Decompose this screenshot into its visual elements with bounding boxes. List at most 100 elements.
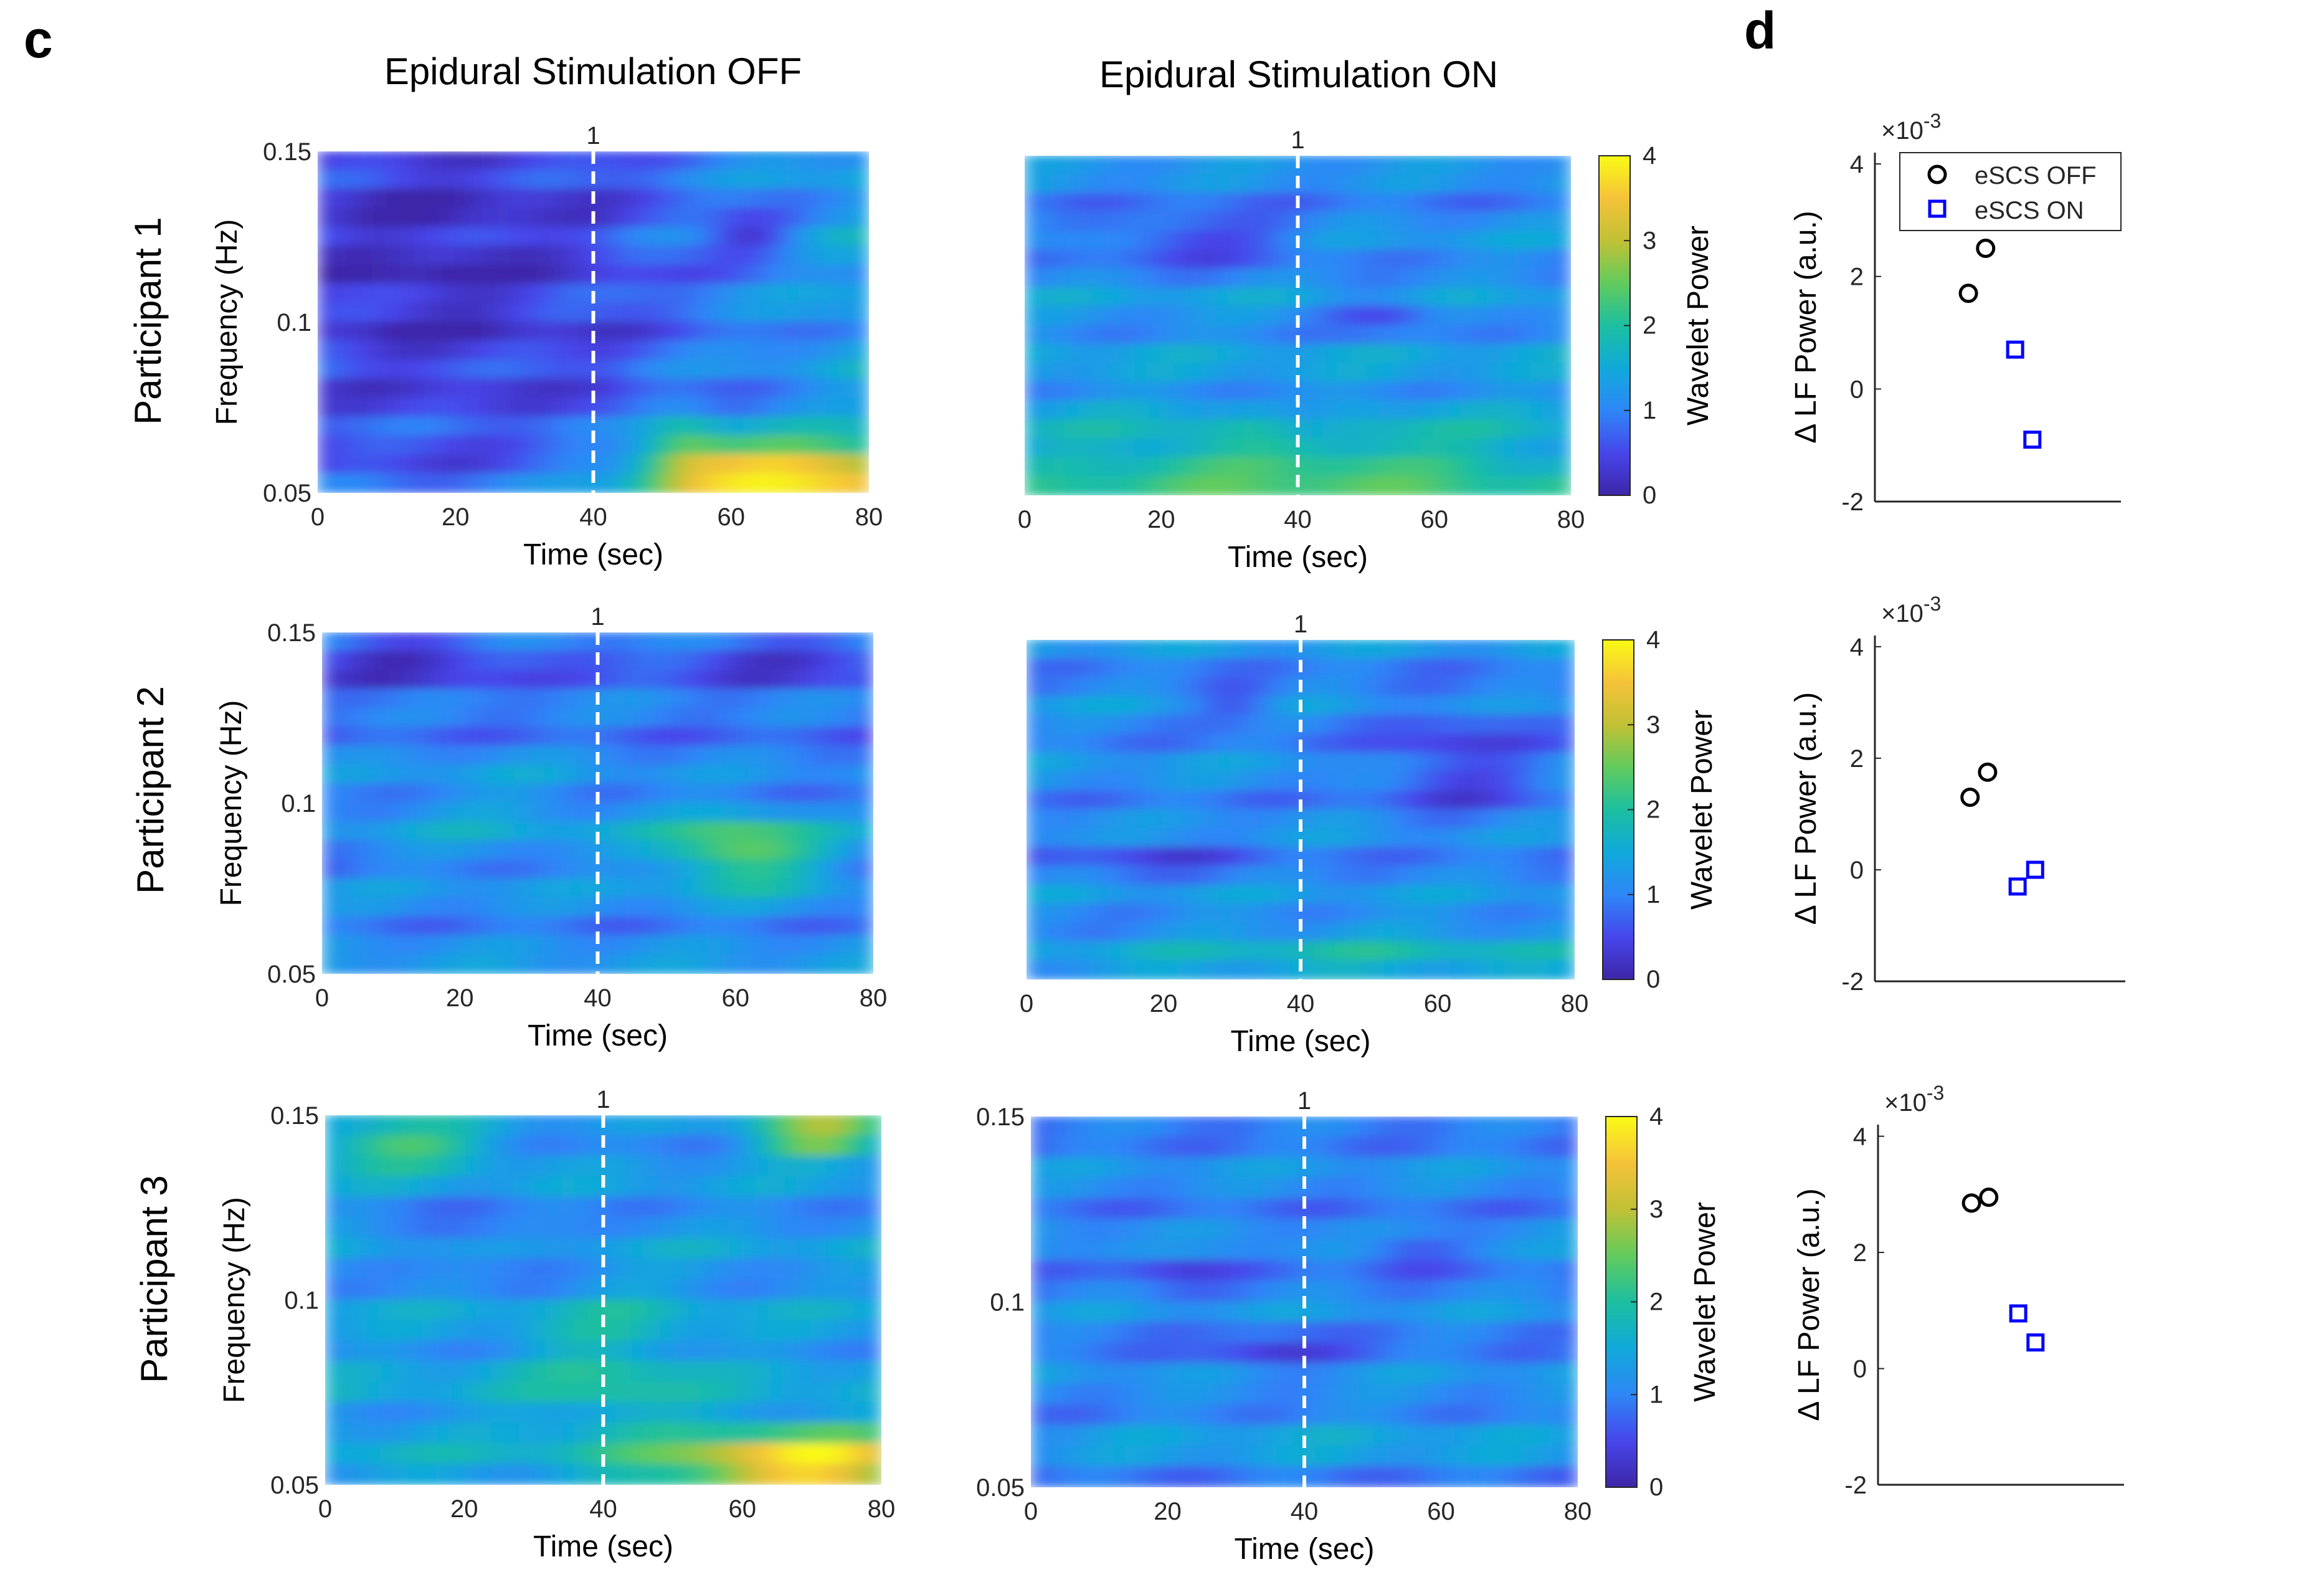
heatmap-cell — [473, 669, 488, 690]
heatmap-cell — [1194, 1342, 1210, 1365]
heatmap-cell — [473, 707, 488, 728]
heatmap-cell — [1031, 1219, 1045, 1241]
heatmap-cell — [1149, 695, 1164, 717]
heatmap-cell — [542, 897, 557, 918]
heatmap-cell — [583, 935, 599, 956]
heatmap-cell — [776, 688, 792, 709]
heatmap-cell — [1543, 156, 1558, 176]
panel-label-d: d — [1744, 1, 1776, 60]
heatmap-cell — [1410, 640, 1425, 660]
heatmap-cell — [325, 1217, 340, 1239]
heatmap-cell — [352, 1402, 368, 1424]
heatmap-cell — [592, 264, 608, 285]
heatmap-cell — [1385, 1198, 1401, 1221]
heatmap-cell — [505, 1422, 521, 1445]
heatmap-cell — [1119, 343, 1135, 364]
heatmap-cell — [1218, 960, 1233, 979]
heatmap-cell — [528, 803, 543, 823]
heatmap-cell — [1468, 1117, 1483, 1138]
heatmap-cell — [352, 1381, 368, 1404]
heatmap-cell — [1149, 715, 1164, 735]
heatmap-cell — [1423, 922, 1438, 943]
heatmap-cell — [1330, 1260, 1346, 1282]
heatmap-cell — [1317, 1342, 1332, 1365]
heatmap-cell — [551, 169, 567, 190]
heatmap-cell — [1355, 640, 1370, 660]
heatmap-cell — [1188, 381, 1203, 402]
heatmap-cell — [1423, 640, 1438, 660]
heatmap-cell — [331, 264, 346, 285]
heatmap-cell — [1529, 174, 1545, 194]
heatmap-cell — [1190, 884, 1205, 905]
heatmap-cell — [455, 264, 470, 285]
heatmap-cell — [658, 1443, 674, 1465]
heatmap-cell — [1040, 865, 1055, 886]
y-axis-label: Frequency (Hz) — [211, 219, 244, 426]
heatmap-cell — [1488, 268, 1504, 288]
heatmap-cell — [358, 245, 374, 266]
heatmap-cell — [519, 1237, 534, 1260]
heatmap-cell — [1344, 1465, 1360, 1487]
row-label-participant-1: Participant 1 — [127, 217, 169, 425]
heatmap-cell — [1071, 1219, 1086, 1241]
heatmap-cell — [804, 707, 819, 728]
heatmap-cell — [1352, 343, 1367, 364]
heatmap-cell — [730, 435, 746, 456]
heatmap-cell — [680, 878, 695, 899]
heatmap-cell — [325, 1155, 340, 1178]
heatmap-cell — [449, 1340, 465, 1363]
heatmap-cell — [468, 264, 484, 285]
heatmap-cell — [1057, 1136, 1073, 1159]
heatmap-cell — [565, 302, 581, 323]
heatmap-cell — [1522, 1280, 1538, 1303]
heatmap-cell — [1509, 1219, 1524, 1241]
heatmap-cell — [630, 1237, 646, 1260]
heatmap-cell — [1119, 381, 1135, 402]
heatmap-cell — [1194, 1301, 1210, 1323]
heatmap-cell — [1235, 1117, 1251, 1138]
heatmap-cell — [1242, 419, 1258, 440]
heatmap-cell — [1025, 174, 1039, 194]
heatmap-cell — [714, 1115, 729, 1136]
heatmap-cell — [413, 359, 429, 380]
heatmap-cell — [432, 840, 447, 861]
heatmap-cell — [728, 1422, 743, 1445]
heatmap-cell — [1108, 640, 1123, 660]
heatmap-cell — [1208, 1239, 1223, 1262]
heatmap-cell — [491, 1115, 507, 1136]
heatmap-cell — [417, 632, 433, 652]
heatmap-cell — [404, 669, 419, 690]
heatmap-cell — [1379, 343, 1394, 364]
heatmap-cell — [1031, 1465, 1045, 1487]
heatmap-cell — [1084, 1465, 1100, 1487]
heatmap-cell — [1423, 941, 1438, 961]
heatmap-cell — [528, 688, 543, 709]
heatmap-cell — [1461, 193, 1476, 213]
heatmap-cell — [386, 416, 401, 437]
heatmap-cell — [1440, 1404, 1456, 1426]
heatmap-cell — [804, 783, 819, 804]
heatmap-cell — [514, 650, 529, 671]
heatmap-cell — [602, 1217, 618, 1239]
heatmap-cell — [644, 1422, 660, 1445]
heatmap-cell — [1071, 1445, 1086, 1467]
heatmap-cell — [477, 1402, 493, 1424]
y-tick-label: 2 — [1850, 745, 1864, 773]
heatmap-cell — [1053, 865, 1068, 886]
heatmap-cell — [435, 1381, 451, 1404]
heatmap-cell — [1341, 752, 1356, 773]
heatmap-cell — [1355, 715, 1370, 735]
heatmap-cell — [390, 954, 406, 974]
heatmap-cell — [1112, 1301, 1127, 1323]
heatmap-cell — [1433, 156, 1449, 176]
heatmap-cell — [1410, 771, 1425, 792]
heatmap-cell — [1249, 1465, 1264, 1487]
heatmap-cell — [1324, 193, 1340, 213]
heatmap-cell — [630, 1443, 646, 1465]
heatmap-cell — [756, 1422, 771, 1445]
heatmap-cell — [1027, 903, 1041, 924]
heatmap-cell — [583, 878, 599, 899]
point-escs-on — [2026, 1333, 2045, 1352]
heatmap-cell — [358, 473, 374, 493]
heatmap-cell — [335, 897, 351, 918]
